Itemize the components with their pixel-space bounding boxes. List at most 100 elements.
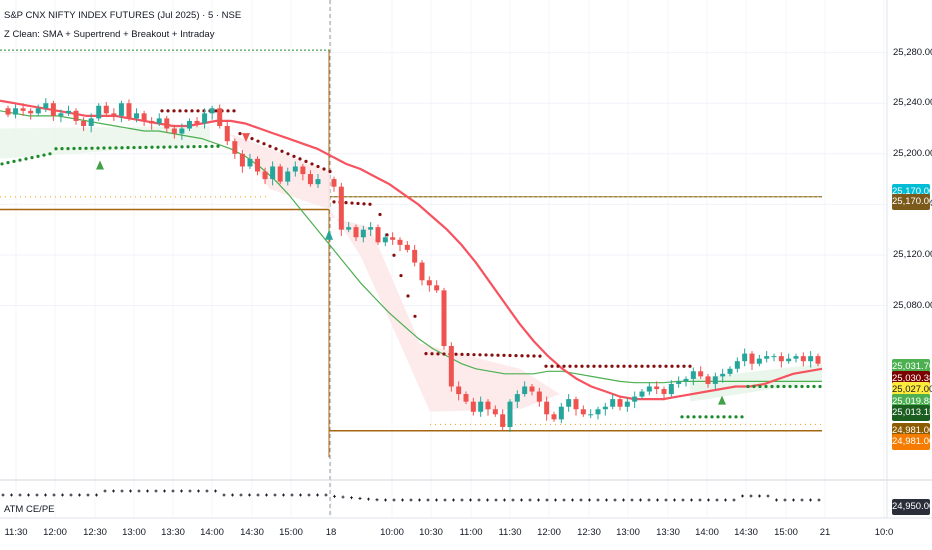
supertrend-up-dot bbox=[710, 415, 714, 419]
candle-body bbox=[202, 113, 208, 124]
candle-body bbox=[96, 105, 102, 119]
time-tick-label: 11:00 bbox=[459, 527, 483, 538]
supertrend-down-dot bbox=[304, 159, 308, 163]
candle-body bbox=[808, 356, 814, 362]
supertrend-down-dot bbox=[322, 167, 326, 171]
candle-body bbox=[331, 179, 337, 187]
candle-body bbox=[463, 394, 469, 402]
time-tick-label: 15:00 bbox=[774, 527, 798, 538]
candle-body bbox=[247, 158, 253, 167]
supertrend-up-dot bbox=[186, 145, 190, 149]
candle-body bbox=[602, 406, 608, 410]
supertrend-up-dot bbox=[686, 415, 690, 419]
supertrend-down-dot bbox=[460, 352, 464, 357]
price-badge: 25,170.00 bbox=[892, 193, 932, 210]
supertrend-up-dot bbox=[168, 145, 172, 149]
candle-body bbox=[390, 237, 396, 240]
candle-body bbox=[5, 108, 11, 115]
time-tick-label: 11:30 bbox=[498, 527, 522, 538]
candle-body bbox=[277, 166, 283, 182]
supertrend-up-dot bbox=[174, 145, 178, 149]
supertrend-down-dot bbox=[166, 109, 170, 113]
time-tick-label: 10:30 bbox=[419, 527, 443, 538]
price-badge: 24,981.00 bbox=[892, 434, 932, 451]
supertrend-down-dot bbox=[406, 294, 410, 298]
supertrend-up-dot bbox=[30, 156, 34, 160]
sell-signal-marker bbox=[242, 133, 250, 143]
atm-cross-mark bbox=[647, 498, 651, 502]
candle-body bbox=[186, 120, 192, 129]
atm-cross-mark bbox=[188, 489, 192, 493]
supertrend-down-dot bbox=[586, 364, 590, 368]
supertrend-down-dot bbox=[430, 352, 434, 356]
atm-cross-mark bbox=[180, 489, 183, 493]
atm-cross-mark bbox=[639, 498, 642, 502]
supertrend-down-dot bbox=[262, 142, 266, 146]
candle-body bbox=[705, 376, 711, 384]
candle-body bbox=[536, 391, 542, 402]
time-tick-label: 11:30 bbox=[4, 527, 28, 538]
atm-cross-mark bbox=[154, 489, 158, 493]
candle-body bbox=[346, 227, 352, 230]
supertrend-up-dot bbox=[48, 152, 52, 156]
supertrend-down-dot bbox=[298, 157, 302, 161]
atm-cross-mark bbox=[350, 496, 353, 500]
atm-cross-mark bbox=[800, 498, 804, 502]
atm-cross-mark bbox=[273, 493, 277, 497]
candle-body bbox=[134, 113, 140, 119]
price-tick-label: 25,280.00 bbox=[893, 46, 932, 58]
supertrend-up-dot bbox=[704, 415, 708, 419]
atm-cross-mark bbox=[690, 498, 693, 502]
supertrend-down-dot bbox=[466, 352, 470, 357]
price-tick-label: 25,080.00 bbox=[893, 299, 932, 311]
supertrend-down-dot bbox=[286, 152, 290, 156]
supertrend-down-dot bbox=[682, 364, 686, 368]
supertrend-up-dot bbox=[210, 144, 214, 148]
candle-body bbox=[419, 262, 425, 281]
supertrend-up-dot bbox=[36, 154, 40, 158]
supertrend-down-dot bbox=[556, 364, 560, 368]
atm-cross-mark bbox=[715, 498, 719, 502]
supertrend-up-dot bbox=[734, 415, 738, 419]
supertrend-up-dot bbox=[800, 384, 804, 389]
candle-body bbox=[375, 227, 381, 243]
atm-cross-mark bbox=[324, 493, 328, 497]
supertrend-up-dot bbox=[204, 144, 208, 149]
candle-body bbox=[558, 406, 564, 420]
atm-cross-mark bbox=[528, 498, 532, 502]
supertrend-down-dot bbox=[514, 354, 518, 358]
candle-body bbox=[307, 174, 313, 185]
candle-body bbox=[544, 401, 550, 415]
atm-cross-mark bbox=[307, 493, 311, 497]
supertrend-down-dot bbox=[442, 352, 446, 356]
atm-cross-mark bbox=[367, 497, 370, 501]
supertrend-down-dot bbox=[178, 109, 182, 113]
cloud-fills bbox=[0, 125, 822, 412]
supertrend-up-dot bbox=[84, 146, 88, 150]
supertrend-up-dot bbox=[96, 146, 100, 150]
supertrend-up-dot bbox=[120, 146, 124, 150]
supertrend-down-dot bbox=[214, 109, 218, 113]
supertrend-down-dot bbox=[274, 147, 278, 151]
supertrend-down-dot bbox=[424, 352, 428, 356]
atm-cross-mark bbox=[35, 493, 39, 497]
candle-body bbox=[500, 414, 506, 427]
candle-body bbox=[50, 103, 56, 116]
candlesticks bbox=[5, 98, 821, 433]
supertrend-down-dot bbox=[676, 364, 680, 368]
candle-body bbox=[800, 356, 806, 362]
atm-cross-mark bbox=[129, 489, 132, 493]
supertrend-down-dot bbox=[399, 273, 403, 278]
atm-cross-mark bbox=[341, 495, 345, 499]
candle-body bbox=[353, 227, 359, 238]
atm-cross-mark bbox=[290, 493, 294, 497]
candle-body bbox=[103, 105, 109, 114]
supertrend-down-dot bbox=[520, 354, 524, 358]
candle-body bbox=[778, 356, 784, 362]
atm-cross-mark bbox=[18, 493, 22, 497]
supertrend-down-dot bbox=[190, 109, 194, 113]
atm-cross-mark bbox=[741, 494, 744, 498]
candle-body bbox=[742, 353, 748, 362]
supertrend-down-dot bbox=[385, 233, 389, 237]
